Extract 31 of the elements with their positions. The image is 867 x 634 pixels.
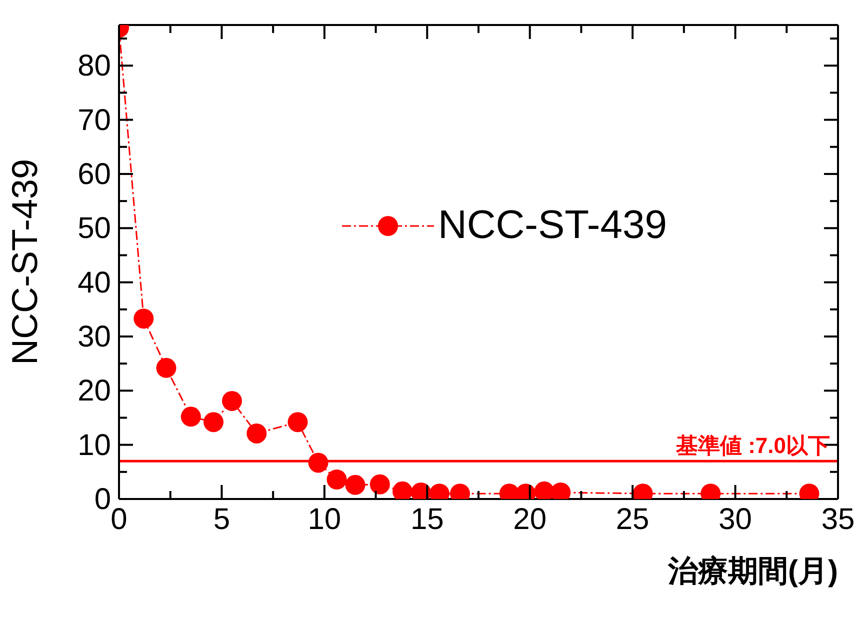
x-tick-label: 15 — [410, 503, 444, 536]
y-tick-label: 20 — [78, 374, 111, 408]
x-tick-label: 10 — [308, 503, 342, 536]
x-axis-title: 治療期間(月) — [667, 554, 838, 588]
point — [180, 406, 201, 427]
point — [203, 412, 224, 432]
y-tick-label: 0 — [94, 483, 111, 516]
x-tick-label: 30 — [718, 503, 752, 536]
x-tick-label: 20 — [513, 503, 547, 536]
y-tick-label: 70 — [78, 104, 111, 137]
y-tick-label: 40 — [78, 266, 111, 300]
point — [222, 390, 242, 411]
point — [288, 412, 308, 432]
point — [156, 358, 176, 378]
ref-line-label: 基準値 :7.0以下 — [674, 433, 830, 458]
y-tick-label: 60 — [78, 158, 111, 191]
point — [370, 474, 390, 494]
point — [326, 470, 347, 490]
y-tick-label: 50 — [78, 212, 111, 246]
x-tick-label: 5 — [213, 503, 230, 536]
y-tick-label: 80 — [78, 50, 111, 83]
point — [134, 308, 154, 329]
x-tick-label: 25 — [616, 503, 650, 536]
y-tick-label: 30 — [78, 320, 111, 354]
point — [246, 423, 267, 444]
y-tick-label: 10 — [78, 428, 111, 462]
legend-label: NCC-ST-439 — [438, 203, 667, 248]
point — [308, 452, 328, 473]
x-tick-label: 35 — [821, 503, 855, 536]
point — [345, 474, 366, 495]
y-axis-title: NCC-ST-439 — [4, 158, 45, 366]
